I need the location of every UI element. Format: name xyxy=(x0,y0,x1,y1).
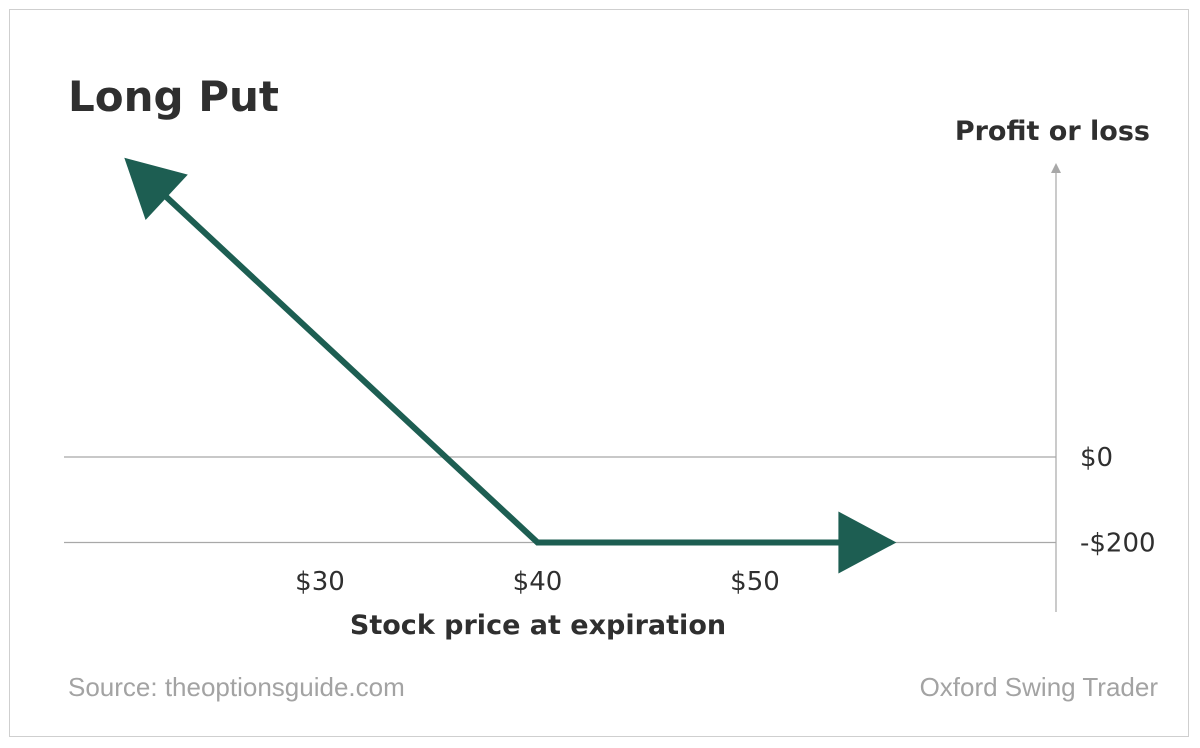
y-tick-label: $0 xyxy=(1080,443,1113,473)
x-tick-label: $50 xyxy=(730,567,780,597)
source-note: Source: theoptionsguide.com xyxy=(68,672,405,702)
chart-title: Long Put xyxy=(68,72,279,121)
y-axis-arrowhead xyxy=(1051,163,1061,173)
x-tick-label: $30 xyxy=(295,567,345,597)
x-axis-label: Stock price at expiration xyxy=(349,610,727,641)
chart-frame xyxy=(9,9,1189,737)
y-tick-label: -$200 xyxy=(1080,529,1156,559)
payoff-arrowhead-left xyxy=(124,157,188,220)
payoff-line xyxy=(151,182,857,546)
y-axis-label: Profit or loss xyxy=(954,116,1150,147)
x-tick-label: $40 xyxy=(513,567,563,597)
payoff-arrowhead-right xyxy=(838,511,897,574)
brand-name: Oxford Swing Trader xyxy=(919,672,1158,702)
